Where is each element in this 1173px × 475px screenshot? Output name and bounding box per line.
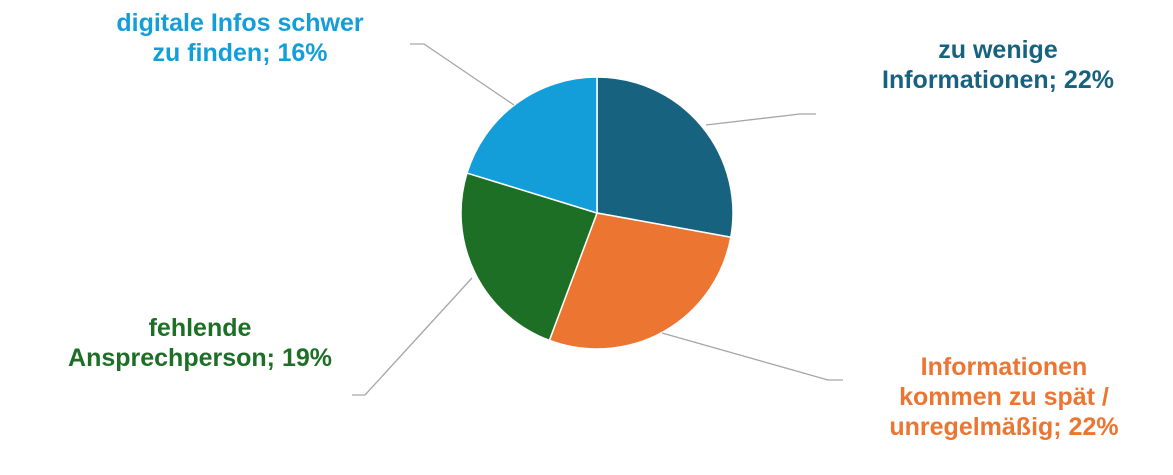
pie-slices: [460, 76, 734, 350]
data-label-line: Informationen: [921, 353, 1088, 381]
data-label-line: Informationen; 22%: [882, 66, 1114, 94]
data-label-4: digitale Infos schwer zu finden; 16%: [116, 9, 364, 67]
data-label-line: unregelmäßig; 22%: [889, 413, 1118, 441]
leader-line-3: [352, 277, 473, 396]
data-label-2: Informationen kommen zu spät / unregelmäßi…: [889, 353, 1118, 441]
data-label-line: fehlende: [149, 314, 252, 342]
pie-slice-2: [548, 212, 732, 350]
data-label-line: kommen zu spät /: [899, 383, 1109, 411]
leader-line-1: [705, 113, 816, 126]
data-label-line: zu wenige: [938, 36, 1058, 64]
leader-line-2: [661, 332, 843, 381]
data-label-line: Ansprechperson; 19%: [68, 344, 332, 372]
data-label-3: fehlende Ansprechperson; 19%: [68, 314, 332, 372]
leader-lines: [352, 43, 843, 396]
data-label-line: zu finden; 16%: [152, 39, 327, 67]
data-label-line: digitale Infos schwer: [116, 9, 364, 37]
pie-slice-1: [596, 76, 734, 239]
leader-line-4: [410, 43, 515, 106]
data-labels: zu wenige Informationen; 22%Informationen…: [68, 9, 1119, 441]
data-label-1: zu wenige Informationen; 22%: [882, 36, 1114, 94]
pie-slice-4: [466, 76, 598, 215]
pie-slice-3: [460, 172, 598, 342]
